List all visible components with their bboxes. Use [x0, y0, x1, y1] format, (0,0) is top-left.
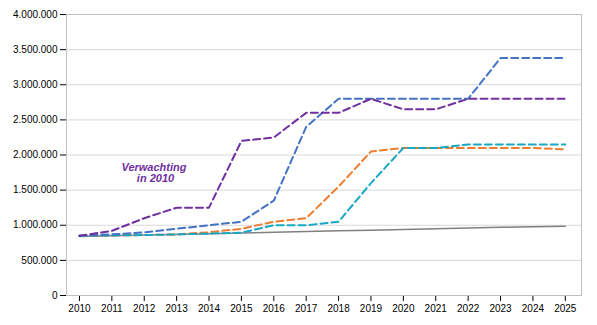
svg-text:0: 0 [52, 290, 58, 301]
svg-text:2019: 2019 [360, 303, 383, 314]
svg-text:3.500.000: 3.500.000 [13, 44, 58, 55]
svg-text:4.000.000: 4.000.000 [13, 9, 58, 20]
svg-text:2011: 2011 [101, 303, 123, 314]
svg-text:2010: 2010 [68, 303, 91, 314]
svg-text:2.000.000: 2.000.000 [13, 149, 58, 160]
svg-text:2021: 2021 [425, 303, 448, 314]
svg-text:2024: 2024 [522, 303, 545, 314]
svg-text:2017: 2017 [295, 303, 318, 314]
svg-text:2020: 2020 [392, 303, 415, 314]
svg-text:500.000: 500.000 [21, 255, 58, 266]
svg-text:2012: 2012 [133, 303, 156, 314]
svg-text:2025: 2025 [554, 303, 577, 314]
svg-text:Verwachting in 2010: Verwachting in 2010 [121, 161, 186, 184]
svg-text:2.500.000: 2.500.000 [13, 114, 58, 125]
svg-text:3.000.000: 3.000.000 [13, 79, 58, 90]
svg-text:2015: 2015 [230, 303, 253, 314]
svg-text:2016: 2016 [263, 303, 286, 314]
svg-text:2018: 2018 [327, 303, 350, 314]
svg-text:2014: 2014 [198, 303, 221, 314]
svg-text:2023: 2023 [489, 303, 512, 314]
svg-text:1.500.000: 1.500.000 [13, 184, 58, 195]
svg-text:2022: 2022 [457, 303, 480, 314]
svg-text:2013: 2013 [166, 303, 189, 314]
svg-text:1.000.000: 1.000.000 [13, 219, 58, 230]
